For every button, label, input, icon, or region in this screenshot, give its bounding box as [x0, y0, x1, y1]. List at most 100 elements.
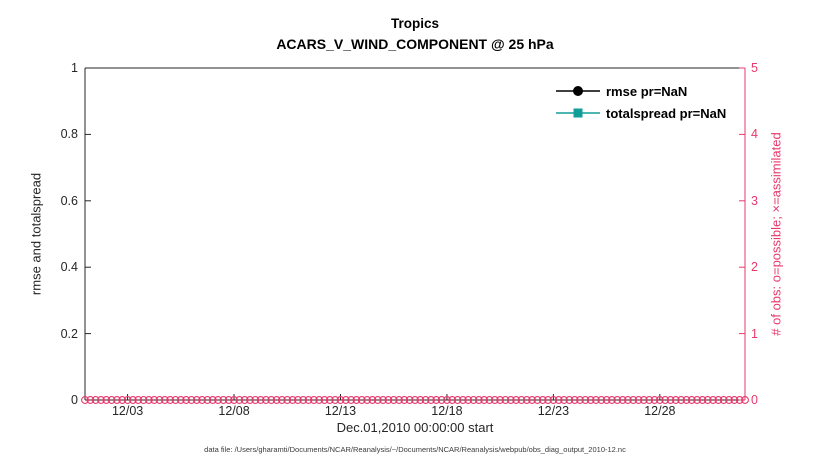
obs-possible-marker	[144, 396, 153, 404]
chart-subtitle: ACARS_V_WIND_COMPONENT @ 25 hPa	[276, 36, 554, 52]
obs-possible-marker	[490, 396, 499, 404]
left-y-tick-label: 1	[71, 61, 78, 75]
obs-possible-marker	[368, 396, 377, 404]
obs-possible-marker	[384, 396, 393, 404]
right-y-tick-label: 2	[751, 260, 758, 275]
obs-possible-marker	[735, 396, 744, 404]
obs-possible-marker	[576, 396, 584, 404]
data-file-note: data file: /Users/gharamti/Documents/NCA…	[204, 445, 626, 454]
obs-possible-marker	[192, 396, 201, 404]
legend-square-marker-icon	[556, 108, 600, 118]
obs-possible-marker	[363, 396, 372, 404]
obs-possible-marker	[405, 396, 414, 404]
obs-possible-marker	[714, 396, 723, 404]
obs-possible-marker	[597, 396, 606, 404]
left-y-tick-label: 0.6	[60, 193, 78, 208]
obs-possible-marker	[496, 396, 505, 404]
obs-possible-marker	[554, 396, 563, 404]
obs-possible-marker	[219, 396, 228, 404]
obs-possible-marker	[629, 396, 638, 404]
obs-possible-marker	[150, 396, 159, 404]
obs-possible-marker	[442, 396, 451, 404]
x-tick-label: 12/13	[324, 404, 357, 418]
obs-possible-marker	[458, 396, 467, 404]
obs-possible-marker	[325, 396, 334, 404]
obs-possible-marker	[506, 396, 515, 404]
obs-possible-marker	[118, 396, 127, 404]
obs-possible-marker	[86, 396, 95, 404]
obs-possible-marker	[586, 396, 595, 404]
obs-possible-marker	[645, 396, 654, 404]
obs-possible-marker	[320, 396, 329, 404]
obs-possible-marker	[538, 396, 547, 404]
legend-label: totalspread pr=NaN	[606, 105, 727, 121]
legend: rmse pr=NaN totalspread pr=NaN	[556, 80, 726, 124]
obs-possible-marker	[549, 396, 558, 404]
obs-possible-marker	[102, 396, 111, 404]
obs-possible-marker	[453, 396, 462, 404]
obs-possible-marker	[592, 396, 600, 404]
left-y-tick-label: 0.4	[60, 260, 78, 275]
obs-possible-marker	[693, 396, 702, 404]
obs-possible-marker	[246, 396, 254, 404]
obs-possible-marker	[565, 396, 574, 404]
obs-possible-marker	[522, 396, 531, 404]
obs-possible-marker	[480, 396, 489, 404]
obs-possible-marker	[198, 396, 207, 404]
x-tick-label: 12/03	[111, 404, 144, 418]
obs-possible-marker	[256, 396, 265, 404]
left-y-tick-label: 0.2	[60, 326, 78, 341]
obs-possible-marker	[176, 396, 185, 404]
obs-possible-marker	[411, 396, 419, 404]
obs-possible-marker	[182, 396, 191, 404]
obs-possible-marker	[187, 396, 196, 404]
obs-possible-marker	[139, 396, 148, 404]
obs-possible-marker	[123, 396, 132, 404]
obs-possible-marker	[485, 396, 494, 404]
obs-possible-marker	[379, 396, 388, 404]
obs-possible-marker	[341, 396, 350, 404]
right-y-axis-label: # of obs: o=possible; ×=assimilated	[768, 132, 784, 336]
right-y-tick-label: 1	[751, 326, 758, 341]
obs-possible-marker	[421, 396, 430, 404]
obs-possible-marker	[501, 396, 510, 404]
legend-entry: totalspread pr=NaN	[556, 102, 726, 124]
right-y-tick-label: 5	[751, 61, 758, 75]
obs-possible-marker	[331, 396, 340, 404]
obs-possible-marker	[655, 396, 664, 404]
obs-possible-marker	[171, 396, 180, 404]
obs-possible-marker	[293, 396, 302, 404]
obs-possible-marker	[639, 396, 648, 404]
x-tick-label: 12/23	[537, 404, 570, 418]
obs-possible-marker	[395, 396, 403, 404]
obs-possible-marker	[661, 396, 670, 404]
obs-possible-marker	[160, 396, 169, 404]
obs-possible-marker	[618, 396, 627, 404]
obs-possible-marker	[230, 396, 238, 404]
obs-possible-marker	[474, 396, 483, 404]
obs-possible-marker	[214, 396, 223, 404]
obs-possible-marker	[725, 396, 733, 404]
obs-possible-marker	[107, 396, 116, 404]
obs-possible-marker	[671, 396, 680, 404]
obs-possible-marker	[560, 396, 568, 404]
obs-possible-marker	[81, 396, 89, 404]
obs-possible-marker	[299, 396, 308, 404]
obs-possible-marker	[347, 396, 356, 404]
obs-possible-marker	[240, 396, 249, 404]
x-tick-label: 12/08	[218, 404, 250, 418]
obs-possible-marker	[666, 396, 675, 404]
obs-possible-marker	[283, 396, 292, 404]
obs-possible-marker	[709, 396, 718, 404]
obs-possible-marker	[437, 396, 446, 404]
obs-possible-marker	[272, 396, 281, 404]
obs-possible-marker	[533, 396, 542, 404]
obs-possible-marker	[134, 396, 143, 404]
obs-possible-marker	[650, 396, 659, 404]
obs-possible-marker	[208, 396, 217, 404]
obs-possible-marker	[235, 396, 244, 404]
left-y-tick-label: 0	[71, 393, 78, 407]
obs-possible-marker	[607, 396, 616, 404]
